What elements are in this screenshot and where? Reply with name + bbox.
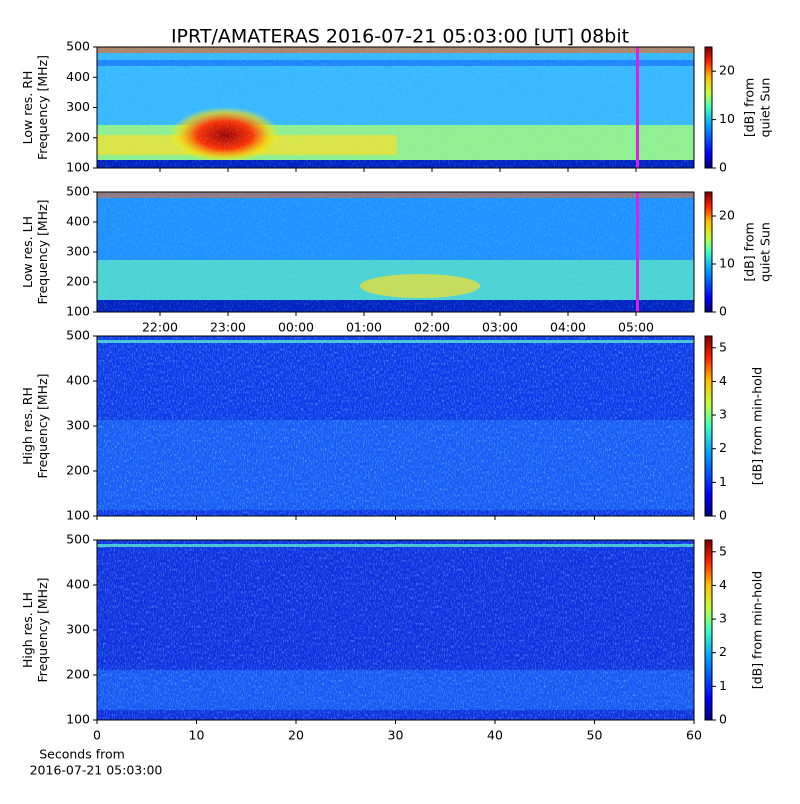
y-tick-label: 500 xyxy=(66,328,90,343)
x-tick-label: 40 xyxy=(487,728,503,743)
y-tick-label: 400 xyxy=(66,373,90,388)
colorbar xyxy=(704,539,713,721)
y-tick-label: 200 xyxy=(66,463,90,478)
x-axis-label: Seconds from xyxy=(39,747,125,762)
x-tick-label: 05:00 xyxy=(618,320,654,335)
x-tick-label: 00:00 xyxy=(278,320,314,335)
y-axis-label: Low res. LH xyxy=(20,216,35,288)
colorbar-tick-label: 4 xyxy=(719,373,727,388)
x-tick-label: 10 xyxy=(189,728,205,743)
colorbar-tick-label: 0 xyxy=(719,160,727,175)
colorbar-tick-label: 10 xyxy=(719,111,735,126)
colorbar-label: [dB] from xyxy=(742,222,757,281)
spectrogram-image xyxy=(97,336,694,516)
colorbar xyxy=(704,46,713,169)
colorbar-label: quiet Sun xyxy=(758,222,773,282)
colorbar-tick-label: 20 xyxy=(719,208,735,223)
colorbar-tick-label: 5 xyxy=(719,543,727,558)
colorbar-tick-label: 20 xyxy=(719,63,735,78)
y-tick-label: 200 xyxy=(66,667,90,682)
y-axis-label: High res. LH xyxy=(20,592,35,668)
colorbar-tick-label: 4 xyxy=(719,577,727,592)
x-tick-label: 23:00 xyxy=(210,320,246,335)
y-tick-label: 100 xyxy=(66,712,90,727)
x-tick-label: 02:00 xyxy=(414,320,450,335)
y-tick-label: 300 xyxy=(66,244,90,259)
colorbar-label: [dB] from min-hold xyxy=(750,571,765,689)
colorbar-label: [dB] from min-hold xyxy=(750,367,765,485)
y-axis-label: Frequency [MHz] xyxy=(35,577,50,682)
x-tick-label: 22:00 xyxy=(142,320,178,335)
y-tick-label: 200 xyxy=(66,274,90,289)
x-tick-label: 03:00 xyxy=(482,320,518,335)
colorbar-tick-label: 3 xyxy=(719,611,727,626)
figure-title: IPRT/AMATERAS 2016-07-21 05:03:00 [UT] 0… xyxy=(171,26,629,48)
y-tick-label: 300 xyxy=(66,99,90,114)
spectrogram-image xyxy=(97,192,694,312)
y-tick-label: 400 xyxy=(66,577,90,592)
y-axis-label: Frequency [MHz] xyxy=(35,373,50,478)
x-tick-label: 60 xyxy=(686,728,702,743)
colorbar-tick-label: 0 xyxy=(719,712,727,727)
colorbar-tick-label: 10 xyxy=(719,256,735,271)
y-tick-label: 200 xyxy=(66,129,90,144)
y-tick-label: 400 xyxy=(66,69,90,84)
colorbar-tick-label: 0 xyxy=(719,508,727,523)
colorbar-tick-label: 2 xyxy=(719,440,727,455)
spectrogram-image xyxy=(97,540,694,720)
y-tick-label: 500 xyxy=(66,532,90,547)
x-tick-label: 01:00 xyxy=(346,320,382,335)
colorbar-label: quiet Sun xyxy=(758,78,773,138)
y-tick-label: 100 xyxy=(66,508,90,523)
y-tick-label: 400 xyxy=(66,214,90,229)
colorbar-tick-label: 3 xyxy=(719,407,727,422)
colorbar-tick-label: 5 xyxy=(719,339,727,354)
x-tick-label: 20 xyxy=(288,728,304,743)
colorbar-tick-label: 1 xyxy=(719,678,727,693)
x-tick-label: 50 xyxy=(587,728,603,743)
colorbar-tick-label: 1 xyxy=(719,474,727,489)
y-axis-label: Frequency [MHz] xyxy=(35,55,50,160)
x-tick-label: 0 xyxy=(93,728,101,743)
colorbar-tick-label: 2 xyxy=(719,644,727,659)
y-tick-label: 500 xyxy=(66,184,90,199)
y-tick-label: 100 xyxy=(66,304,90,319)
y-axis-label: Frequency [MHz] xyxy=(35,199,50,304)
y-tick-label: 500 xyxy=(66,39,90,54)
colorbar xyxy=(704,335,713,517)
colorbar-tick-label: 0 xyxy=(719,304,727,319)
spectrogram-image xyxy=(97,47,694,168)
y-tick-label: 300 xyxy=(66,418,90,433)
x-tick-label: 30 xyxy=(388,728,404,743)
colorbar xyxy=(704,191,713,313)
x-axis-label: 2016-07-21 05:03:00 xyxy=(30,763,163,778)
y-tick-label: 300 xyxy=(66,622,90,637)
y-tick-label: 100 xyxy=(66,160,90,175)
x-tick-label: 04:00 xyxy=(550,320,586,335)
colorbar-label: [dB] from xyxy=(742,78,757,137)
y-axis-label: High res. RH xyxy=(20,387,35,465)
y-axis-label: Low res. RH xyxy=(20,71,35,145)
